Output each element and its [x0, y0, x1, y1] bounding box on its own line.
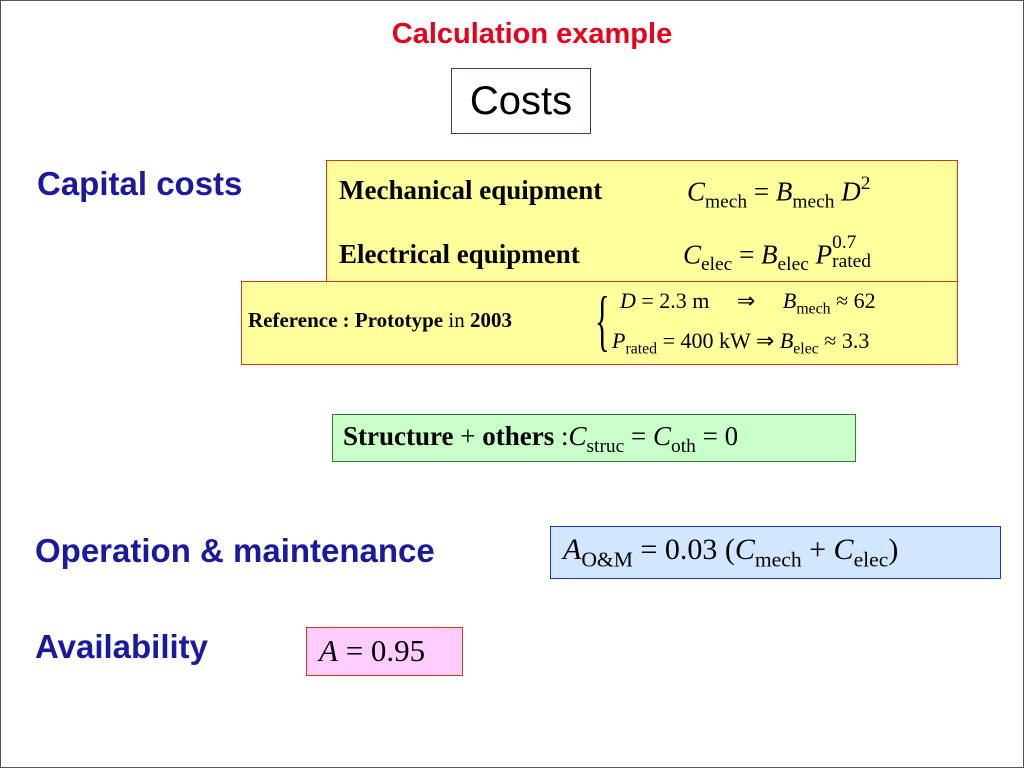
om-equation: AO&M = 0.03 (Cmech + Celec) — [563, 533, 899, 572]
elec-label: Electrical equipment — [339, 239, 580, 269]
mech-equation: Cmech = Bmech D2 — [687, 173, 871, 213]
left-brace: { — [594, 282, 610, 358]
costs-heading-box: Costs — [451, 68, 591, 134]
slide-title: Calculation example — [391, 18, 673, 50]
elec-row: Electrical equipment — [339, 239, 580, 270]
mech-label: Mechanical equipment — [339, 175, 603, 205]
capital-costs-box: Mechanical equipment Cmech = Bmech D2 El… — [326, 160, 958, 282]
reference-label: Reference : Prototype in 2003 — [248, 308, 512, 332]
reference-line-1: D = 2.3 m ⇒ Bmech ≈ 62 — [620, 288, 876, 318]
section-capital-costs: Capital costs — [37, 165, 243, 202]
section-availability: Availability — [35, 628, 209, 665]
reference-line-2: Prated = 400 kW ⇒ Belec ≈ 3.3 — [612, 328, 870, 358]
costs-heading: Costs — [469, 78, 573, 123]
om-box: AO&M = 0.03 (Cmech + Celec) — [550, 526, 1001, 579]
elec-equation: Celec = Belec P 0.7 rated — [683, 232, 871, 276]
reference-box: Reference : Prototype in 2003 { D = 2.3 … — [241, 281, 958, 365]
availability-box: A = 0.95 — [306, 627, 463, 676]
structure-box: Structure + others :Cstruc = Coth = 0 — [332, 414, 856, 462]
structure-equation: Structure + others :Cstruc = Coth = 0 — [343, 421, 739, 457]
availability-equation: A = 0.95 — [319, 633, 426, 668]
mech-row: Mechanical equipment — [339, 175, 602, 206]
section-operation-maintenance: Operation & maintenance — [35, 532, 435, 569]
